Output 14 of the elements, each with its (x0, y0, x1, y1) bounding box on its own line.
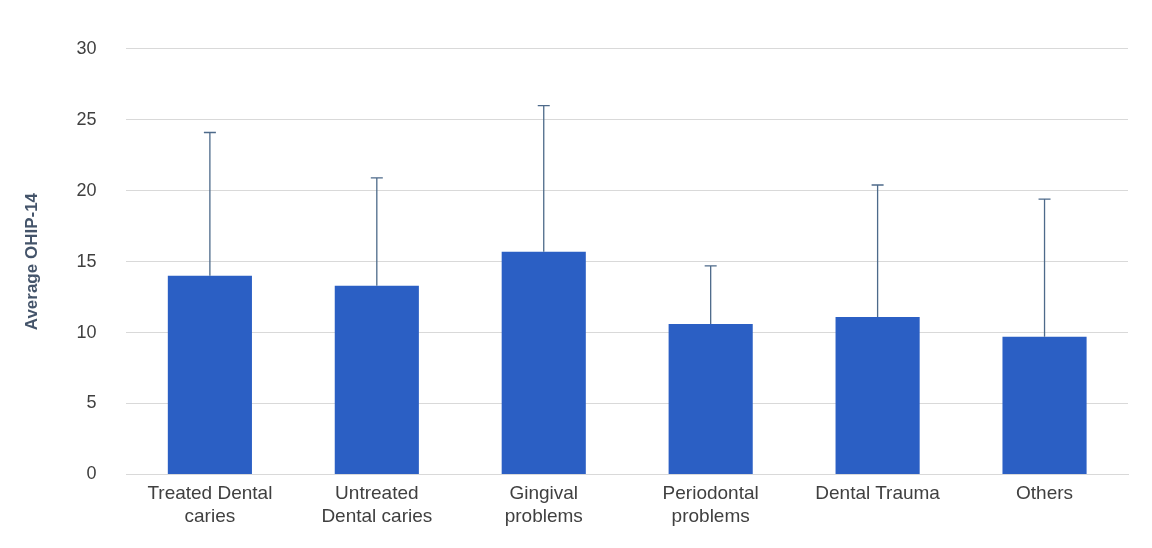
x-tick-label: Treated Dental caries (147, 482, 273, 526)
x-tick-label: Gingival problems (504, 482, 583, 526)
y-tick-label: 10 (76, 321, 97, 342)
y-tick-label: 0 (86, 463, 97, 484)
y-tick-label: 30 (76, 37, 97, 58)
y-tick-label: 20 (76, 179, 97, 200)
x-tick-label: Dental Trauma (815, 482, 941, 504)
y-axis-title: Average OHIP-14 (21, 192, 41, 331)
y-tick-label: 15 (76, 250, 97, 271)
x-tick-label: Others (1016, 482, 1074, 504)
y-tick-label: 5 (86, 392, 97, 413)
x-tick-label: Periodontal problems (662, 482, 759, 526)
y-tick-label: 25 (76, 108, 97, 129)
x-tick-label: Untreated Dental caries (321, 482, 433, 526)
